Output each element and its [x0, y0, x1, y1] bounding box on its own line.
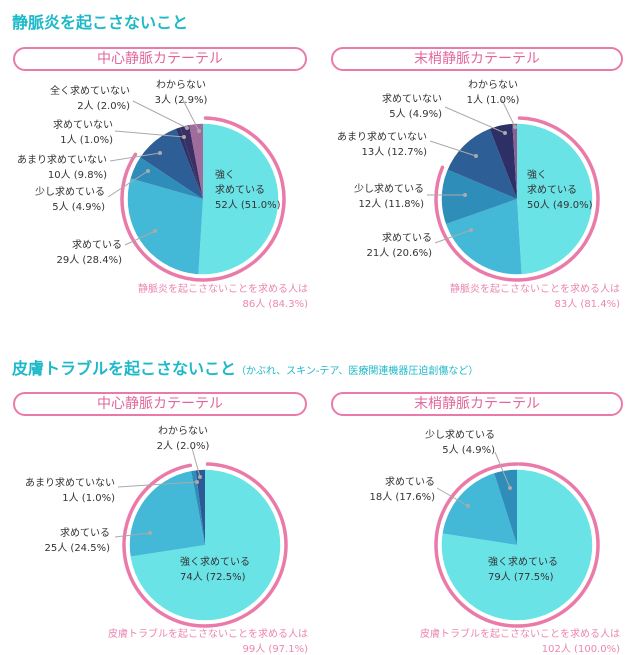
leader-dot	[508, 486, 512, 490]
label-strongly-want: 強く 求めている 50人 (49.0%)	[527, 170, 593, 211]
leader-line	[444, 106, 506, 134]
pie-slice	[175, 126, 203, 199]
footnote: 皮膚トラブルを起こさないことを求める人は 102人 (100.0%)	[420, 629, 620, 655]
section-title-phlebitis: 静脈炎を起こさないこと	[12, 13, 189, 32]
label-rather-not: あまり求めていない 1人 (1.0%)	[25, 478, 115, 504]
label-rather-not: あまり求めていない 10人 (9.8%)	[17, 155, 107, 181]
leader-line	[117, 481, 198, 488]
chart-1-title: 中心静脈カテーテル	[13, 47, 307, 71]
pie-slice	[129, 157, 203, 199]
leader-dot	[153, 229, 157, 233]
pie-chart-2	[434, 116, 600, 282]
leader-line	[494, 451, 511, 489]
label-dont-know: わからない 1人 (1.0%)	[466, 80, 520, 106]
pie-outline	[128, 468, 282, 622]
highlight-arc	[120, 116, 286, 282]
pie-slice	[126, 178, 203, 275]
pie-slice	[129, 469, 281, 621]
leader-dot	[185, 126, 189, 130]
leader-line	[109, 152, 161, 162]
label-want: 求めている 25人 (24.5%)	[44, 528, 110, 554]
highlight-arc	[434, 116, 600, 282]
pie-slice	[129, 470, 205, 557]
leader-line	[429, 140, 477, 157]
label-strongly-want: 強く 求めている 52人 (51.0%)	[215, 170, 281, 211]
label-strongly-want: 強く求めている 79人 (77.5%)	[488, 557, 558, 583]
leader-dot	[195, 480, 199, 484]
pie-slice	[445, 199, 522, 275]
pie-slice	[191, 469, 205, 545]
leader-lines	[107, 99, 517, 538]
footnote: 皮膚トラブルを起こさないことを求める人は 99人 (97.1%)	[108, 629, 308, 655]
chart-2-title: 末梢静脈カテーテル	[331, 47, 623, 71]
highlight-arc	[122, 462, 288, 628]
label-slightly-want: 少し求めている 12人 (11.8%)	[354, 184, 424, 210]
leader-dot	[148, 531, 152, 535]
leader-line	[132, 100, 188, 129]
footnote: 静脈炎を起こさないことを求める人は 83人 (81.4%)	[450, 284, 620, 310]
footnote: 静脈炎を起こさないことを求める人は 86人 (84.3%)	[138, 284, 308, 310]
leader-line	[107, 170, 149, 198]
section-subtitle: （かぶれ、スキン-テア、医療関連機器圧迫創傷など）	[236, 366, 479, 377]
leader-line	[434, 229, 472, 244]
leader-line	[124, 230, 156, 246]
label-want: 求めている 18人 (17.6%)	[369, 477, 435, 503]
label-dont-know: わからない 3人 (2.9%)	[154, 80, 208, 106]
pie-slice	[441, 472, 517, 545]
pie-outline	[126, 122, 280, 276]
leader-line	[114, 130, 185, 138]
leader-dot	[466, 504, 470, 508]
leader-line	[114, 532, 151, 538]
pie-outline	[440, 468, 594, 622]
chart-4-title: 末梢静脈カテーテル	[331, 392, 623, 416]
section-title-skin: 皮膚トラブルを起こさないこと（かぶれ、スキン-テア、医療関連機器圧迫創傷など）	[12, 359, 479, 378]
label-rather-not: あまり求めていない 13人 (12.7%)	[337, 132, 427, 158]
label-want: 求めている 29人 (28.4%)	[56, 240, 122, 266]
pie-outline	[440, 122, 594, 276]
pie-slice	[195, 469, 205, 545]
leader-line	[436, 487, 469, 507]
label-not-want: 求めていない 5人 (4.9%)	[382, 94, 442, 120]
pie-chart-1	[120, 116, 286, 282]
leader-dot	[474, 154, 478, 158]
leader-dot	[197, 129, 201, 133]
leader-line	[191, 447, 201, 478]
leader-dot	[182, 135, 186, 139]
pie-chart-4	[434, 462, 600, 628]
pie-slice	[139, 128, 203, 199]
label-not-want: 求めていない 1人 (1.0%)	[53, 120, 113, 146]
leader-dot	[503, 131, 507, 135]
pie-slice	[198, 123, 280, 275]
pie-slice	[512, 123, 517, 199]
pie-slice	[517, 123, 593, 275]
label-not-at-all: 全く求めていない 2人 (2.0%)	[50, 86, 130, 112]
label-want: 求めている 21人 (20.6%)	[366, 233, 432, 259]
label-dont-know: わからない 2人 (2.0%)	[156, 426, 210, 452]
leader-dot	[146, 169, 150, 173]
pie-slice	[179, 124, 203, 199]
label-slightly-want: 少し求めている 5人 (4.9%)	[35, 187, 105, 213]
leader-dot	[469, 228, 473, 232]
leader-dot	[158, 151, 162, 155]
label-slightly-want: 少し求めている 5人 (4.9%)	[425, 430, 495, 456]
leader-dot	[513, 125, 517, 129]
pie-slice	[489, 123, 517, 199]
pie-chart-3	[122, 462, 288, 628]
leader-line	[182, 99, 200, 132]
leader-dot	[463, 193, 467, 197]
label-strongly-want: 強く求めている 74人 (72.5%)	[180, 557, 250, 583]
pie-slice	[447, 128, 517, 199]
chart-3-title: 中心静脈カテーテル	[13, 392, 307, 416]
highlight-arc	[434, 462, 600, 628]
leader-dot	[198, 475, 202, 479]
leader-line	[501, 99, 516, 128]
pie-slice	[441, 169, 517, 225]
pie-slice	[189, 123, 203, 199]
